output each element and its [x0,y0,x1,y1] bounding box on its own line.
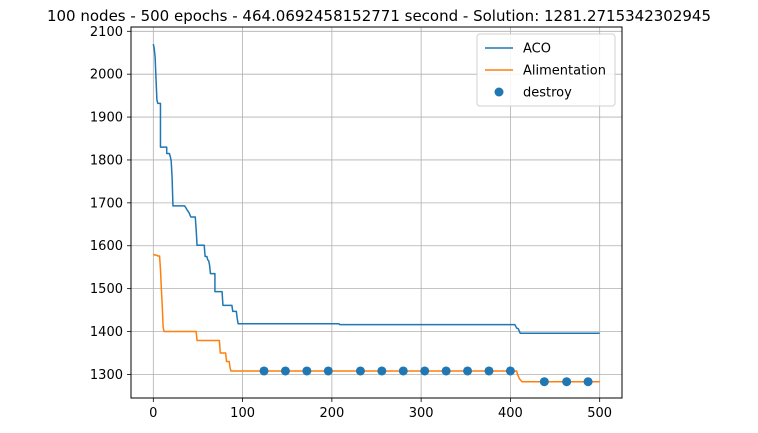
y-tick-label: 1300 [90,368,123,383]
data-point-destroy [355,366,365,376]
data-point-destroy [484,366,494,376]
y-axis-ticks: 1300 1400 1500 1600 1700 1800 1900 2000 2100 [90,25,131,383]
data-point-destroy [463,366,473,376]
series-line-aco [152,44,600,334]
data-point-destroy [398,366,408,376]
data-point-destroy [505,366,515,376]
plot-series [152,44,600,387]
legend-swatch-destroy [494,87,504,97]
data-point-destroy [539,377,549,387]
data-point-destroy [562,377,572,387]
y-tick-label: 1900 [90,111,123,126]
data-point-destroy [420,366,430,376]
x-axis-ticks: 0 100 200 300 400 500 [149,398,612,421]
chart-title: 100 nodes - 500 epochs - 464.06924581527… [47,7,711,25]
x-tick-label: 500 [587,406,612,421]
legend-box [476,33,616,107]
legend-label-aco: ACO [523,42,551,57]
legend: ACO Alimentation destroy [476,33,616,107]
y-tick-label: 1800 [90,153,123,168]
x-tick-label: 200 [319,406,344,421]
x-tick-label: 100 [230,406,255,421]
x-tick-label: 400 [498,406,523,421]
data-point-destroy [280,366,290,376]
x-tick-label: 0 [149,406,157,421]
y-tick-label: 2100 [90,25,123,40]
data-point-destroy [583,377,593,387]
y-tick-label: 1400 [90,325,123,340]
data-point-destroy [441,366,451,376]
y-tick-label: 1700 [90,196,123,211]
data-point-destroy [323,366,333,376]
plot-frame [130,26,623,399]
x-tick-label: 300 [409,406,434,421]
y-tick-label: 1500 [90,282,123,297]
data-point-destroy [377,366,387,376]
data-point-destroy [259,366,269,376]
series-line-alimentation [152,253,600,383]
y-tick-label: 1600 [90,239,123,254]
data-point-destroy [302,366,312,376]
y-tick-label: 2000 [90,68,123,83]
legend-label-destroy: destroy [523,86,572,101]
legend-label-alimentation: Alimentation [523,64,606,79]
